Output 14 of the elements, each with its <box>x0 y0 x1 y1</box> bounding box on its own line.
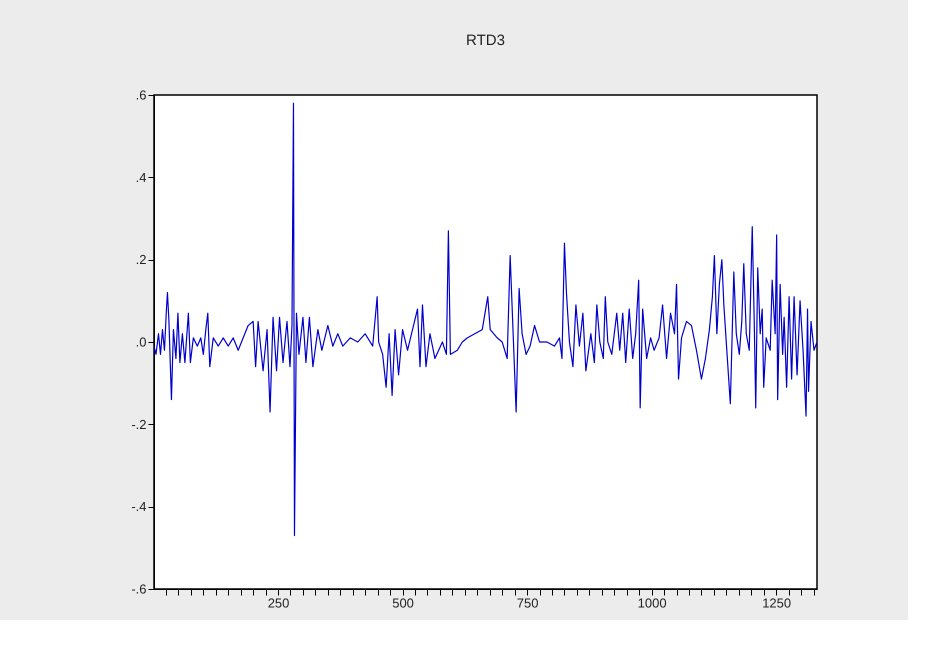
x-tick-label: 1000 <box>638 596 667 610</box>
y-tick-label: .2 <box>136 252 146 268</box>
x-tick-label: 1250 <box>762 596 792 610</box>
x-tick-label: 750 <box>516 596 538 610</box>
y-tick-label: .4 <box>136 170 146 185</box>
y-tick-label: .6 <box>136 88 146 102</box>
y-tick-label: .0 <box>136 334 146 350</box>
x-tick-label: 500 <box>392 596 414 610</box>
x-tick-label: 250 <box>268 596 290 610</box>
y-tick-label: -.2 <box>131 416 146 432</box>
y-tick-label: -.6 <box>131 582 146 596</box>
chart-title: RTD3 <box>466 32 505 49</box>
line-series <box>153 102 818 536</box>
y-tick-label: -.4 <box>131 499 146 514</box>
